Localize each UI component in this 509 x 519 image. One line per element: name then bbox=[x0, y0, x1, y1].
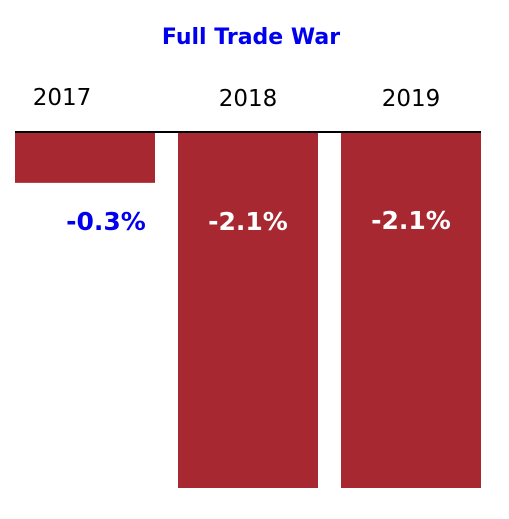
bar-2017 bbox=[15, 132, 155, 183]
category-tick-2019: 2019 bbox=[382, 86, 441, 112]
chart-title: Full Trade War bbox=[162, 25, 340, 50]
category-tick-2018: 2018 bbox=[219, 86, 278, 112]
category-ticks-group: 2017 2018 2019 bbox=[33, 85, 441, 112]
data-label-2019: -2.1% bbox=[371, 206, 451, 235]
bar-2018 bbox=[178, 132, 318, 488]
data-label-2018: -2.1% bbox=[208, 207, 288, 236]
data-labels-group: -0.3% -2.1% -2.1% bbox=[66, 206, 451, 236]
bar-2019 bbox=[341, 132, 481, 488]
data-label-2017: -0.3% bbox=[66, 207, 146, 236]
bars-group bbox=[15, 132, 481, 488]
category-tick-2017: 2017 bbox=[33, 85, 92, 111]
